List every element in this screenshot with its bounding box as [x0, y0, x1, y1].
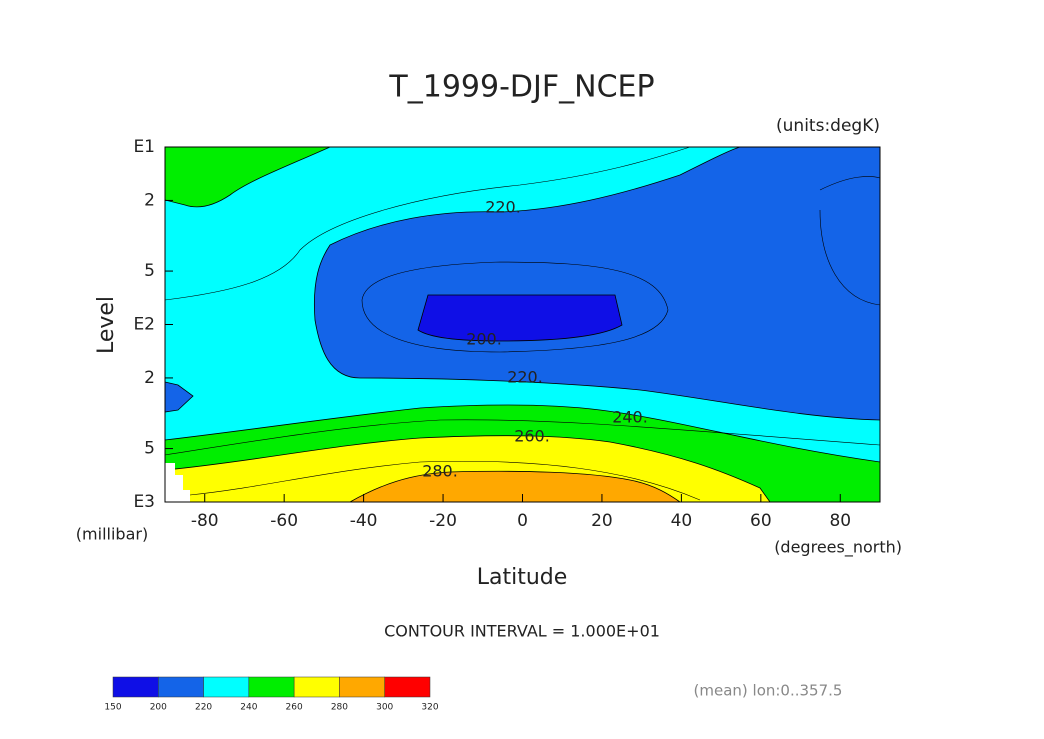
- x-tick-label: 0: [517, 511, 528, 531]
- y-tick-label: 5: [144, 261, 155, 281]
- contour-label: 220.: [485, 198, 521, 217]
- y-tick-label: 5: [144, 439, 155, 459]
- contour-line: [164, 146, 691, 301]
- colorbar-swatch: [293, 676, 340, 698]
- contour-label: 220.: [507, 368, 543, 387]
- colorbar-swatch: [158, 676, 204, 698]
- colorbar-swatch: [112, 676, 159, 698]
- x-tick-label: 60: [750, 511, 772, 531]
- x-tick-label: -80: [191, 511, 219, 531]
- contour-label: 280.: [422, 462, 458, 481]
- y-units: (millibar): [76, 525, 148, 544]
- colorbar-swatch: [384, 676, 431, 698]
- y-tick-label: 2: [144, 368, 155, 388]
- colorbar-label: 260: [286, 703, 303, 713]
- x-tick-label: 80: [829, 511, 851, 531]
- contour-label: 200.: [466, 330, 502, 349]
- colorbar-label: 280: [331, 703, 348, 713]
- colorbar-label: 200: [150, 703, 167, 713]
- y-axis-title: Level: [94, 296, 119, 354]
- contour-interval: CONTOUR INTERVAL = 1.000E+01: [384, 622, 660, 641]
- y-tick-label: 2: [144, 190, 155, 210]
- colorbar-swatch: [339, 676, 385, 698]
- colorbar-swatch: [248, 676, 295, 698]
- chart-title: T_1999-DJF_NCEP: [388, 70, 654, 105]
- x-axis-title: Latitude: [477, 565, 568, 590]
- y-tick-label: E3: [133, 492, 155, 512]
- missing-data: [165, 463, 190, 502]
- x-tick-label: -40: [350, 511, 378, 531]
- contour-band: [313, 146, 881, 421]
- colorbar-swatch: [203, 676, 250, 698]
- contour-line: [164, 419, 881, 456]
- colorbar-label: 150: [104, 703, 121, 713]
- y-tick-label: E2: [133, 315, 155, 335]
- colorbar-label: 220: [195, 703, 212, 713]
- y-tick-label: E1: [133, 137, 155, 157]
- colorbar-label: 320: [421, 703, 438, 713]
- colorbar-label: 240: [240, 703, 257, 713]
- contour-band: [417, 294, 623, 342]
- contour-line: [189, 460, 701, 501]
- colorbar-label: 300: [376, 703, 393, 713]
- units-label: (units:degK): [776, 116, 880, 136]
- x-units: (degrees_north): [774, 538, 902, 558]
- contour-line: [361, 261, 669, 353]
- x-tick-label: -20: [429, 511, 457, 531]
- x-tick-label: 20: [591, 511, 613, 531]
- x-tick-label: -60: [270, 511, 298, 531]
- footnote: (mean) lon:0..357.5: [694, 682, 843, 700]
- contour-label: 240.: [612, 408, 648, 427]
- contour-band: [348, 470, 682, 503]
- contour-label: 260.: [514, 427, 550, 446]
- contour-line: [819, 176, 881, 306]
- x-tick-label: 40: [671, 511, 693, 531]
- contour-band: [164, 146, 331, 208]
